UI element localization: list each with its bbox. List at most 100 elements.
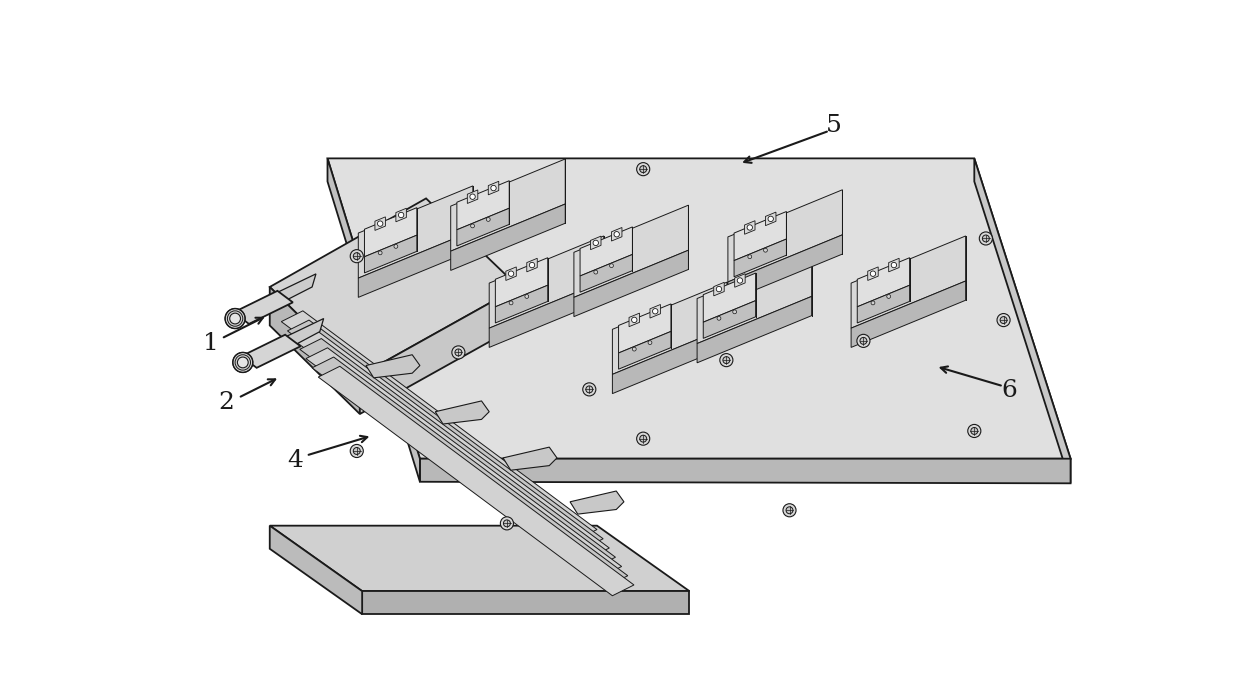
Circle shape	[525, 294, 528, 299]
Circle shape	[861, 337, 867, 344]
Polygon shape	[490, 281, 604, 348]
Polygon shape	[734, 211, 786, 261]
Circle shape	[967, 424, 981, 437]
Polygon shape	[503, 447, 557, 471]
Circle shape	[782, 504, 796, 517]
Circle shape	[717, 316, 720, 320]
Circle shape	[226, 308, 246, 328]
Circle shape	[997, 314, 1011, 327]
Circle shape	[237, 357, 248, 368]
Polygon shape	[358, 231, 472, 297]
Circle shape	[640, 166, 647, 173]
Circle shape	[471, 224, 475, 228]
Polygon shape	[851, 236, 966, 328]
Polygon shape	[288, 320, 603, 549]
Circle shape	[350, 249, 363, 263]
Polygon shape	[570, 491, 624, 514]
Polygon shape	[270, 198, 518, 375]
Polygon shape	[467, 190, 477, 203]
Polygon shape	[650, 305, 661, 318]
Polygon shape	[450, 204, 565, 270]
Circle shape	[378, 251, 382, 255]
Polygon shape	[306, 348, 621, 577]
Circle shape	[614, 231, 620, 237]
Polygon shape	[294, 330, 609, 559]
Circle shape	[733, 310, 737, 314]
Circle shape	[652, 309, 658, 314]
Circle shape	[350, 444, 363, 457]
Polygon shape	[420, 459, 1070, 483]
Polygon shape	[728, 235, 842, 301]
Polygon shape	[327, 158, 420, 482]
Polygon shape	[889, 258, 899, 272]
Polygon shape	[857, 258, 910, 307]
Text: 2: 2	[218, 391, 234, 414]
Polygon shape	[703, 273, 755, 322]
Polygon shape	[456, 208, 510, 246]
Polygon shape	[233, 291, 293, 324]
Circle shape	[636, 432, 650, 445]
Polygon shape	[714, 283, 724, 296]
Circle shape	[640, 435, 647, 442]
Polygon shape	[975, 158, 1070, 483]
Polygon shape	[734, 274, 745, 287]
Circle shape	[508, 271, 513, 276]
Polygon shape	[765, 212, 776, 226]
Circle shape	[593, 240, 599, 245]
Polygon shape	[358, 186, 472, 278]
Circle shape	[455, 349, 461, 356]
Polygon shape	[360, 287, 518, 414]
Circle shape	[870, 271, 875, 276]
Circle shape	[398, 212, 404, 218]
Text: 1: 1	[202, 332, 218, 354]
Circle shape	[632, 347, 636, 351]
Polygon shape	[281, 311, 596, 540]
Polygon shape	[435, 401, 490, 424]
Circle shape	[229, 313, 241, 324]
Circle shape	[491, 185, 496, 191]
Circle shape	[394, 245, 398, 248]
Circle shape	[887, 294, 890, 299]
Polygon shape	[703, 301, 755, 339]
Circle shape	[470, 194, 475, 200]
Circle shape	[1001, 316, 1007, 323]
Circle shape	[748, 255, 751, 258]
Polygon shape	[362, 591, 689, 614]
Polygon shape	[613, 282, 727, 375]
Circle shape	[857, 334, 870, 348]
Circle shape	[786, 507, 792, 513]
Polygon shape	[270, 287, 360, 414]
Polygon shape	[590, 236, 601, 249]
Polygon shape	[580, 227, 632, 276]
Polygon shape	[619, 304, 671, 353]
Circle shape	[353, 448, 361, 455]
Polygon shape	[396, 208, 407, 222]
Polygon shape	[450, 159, 565, 251]
Circle shape	[649, 341, 652, 345]
Circle shape	[585, 386, 593, 393]
Polygon shape	[629, 313, 640, 327]
Text: 6: 6	[1001, 379, 1017, 402]
Polygon shape	[697, 296, 812, 363]
Polygon shape	[270, 526, 689, 591]
Circle shape	[717, 286, 722, 292]
Polygon shape	[574, 250, 688, 316]
Circle shape	[982, 235, 990, 242]
Circle shape	[723, 357, 730, 363]
Polygon shape	[490, 236, 604, 328]
Polygon shape	[619, 332, 671, 369]
Polygon shape	[495, 258, 548, 307]
Circle shape	[870, 301, 875, 305]
Polygon shape	[252, 319, 324, 366]
Circle shape	[746, 225, 753, 230]
Polygon shape	[270, 526, 362, 614]
Circle shape	[892, 263, 897, 267]
Polygon shape	[242, 334, 300, 368]
Polygon shape	[574, 205, 688, 297]
Circle shape	[353, 253, 361, 260]
Polygon shape	[580, 254, 632, 292]
Polygon shape	[527, 258, 537, 272]
Circle shape	[971, 428, 978, 435]
Polygon shape	[246, 274, 316, 321]
Polygon shape	[734, 239, 786, 277]
